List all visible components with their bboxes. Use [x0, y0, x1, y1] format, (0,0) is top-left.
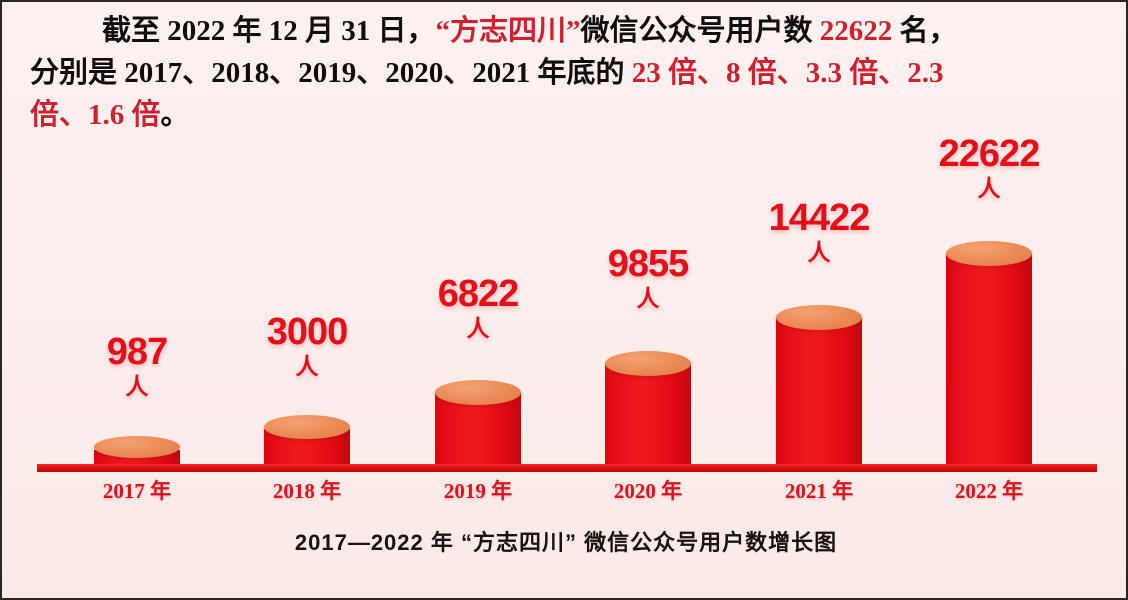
bar-chart: 987 人 3000 人 6822 人: [2, 134, 1126, 503]
axis-label-2018: 2018 年: [272, 479, 342, 503]
bar-top-ellipse-2020: [605, 351, 691, 376]
headline-line1-segment-2: 微信公众号用户数: [580, 15, 820, 47]
bar-value-number-2022: 22622: [938, 133, 1041, 175]
headline-line1-segment-1: 截至 2022 年 12 月 31 日，: [102, 15, 436, 47]
bar-top-ellipse-2019: [435, 380, 521, 405]
bar-slot-2021[interactable]: 14422 人: [739, 172, 899, 464]
axis-label-2020: 2020 年: [613, 479, 683, 503]
bar-cylinder-2022[interactable]: [946, 241, 1032, 464]
bar-slot-2020[interactable]: 9855 人: [568, 172, 728, 464]
bar-value-2020: 9855 人: [568, 244, 728, 314]
bar-slot-2017[interactable]: 987 人: [57, 172, 217, 464]
bar-top-ellipse-2017: [94, 436, 180, 458]
axis-label-2021: 2021 年: [784, 479, 854, 503]
bar-value-unit-2019: 人: [466, 316, 490, 341]
bar-top-ellipse-2022: [946, 241, 1032, 266]
bar-cylinder-2019[interactable]: [435, 380, 521, 464]
bar-body-2021: [776, 318, 862, 464]
bar-cylinder-2018[interactable]: [264, 415, 350, 464]
bar-body-2020: [605, 364, 691, 464]
headline-line2-segment-1: 分别是 2017、2018、2019、2020、2021 年底的: [30, 57, 632, 89]
bar-value-number-2021: 14422: [768, 197, 871, 239]
headline-line1-segment-3: 名，: [892, 15, 958, 47]
headline-line-2: 分别是 2017、2018、2019、2020、2021 年底的 23 倍、8 …: [30, 52, 1104, 94]
headline-line3-period: 。: [160, 99, 190, 131]
bar-slot-2022[interactable]: 22622 人: [909, 134, 1069, 464]
bar-value-number-2019: 6822: [437, 273, 520, 315]
axis-label-2017: 2017 年: [102, 479, 172, 503]
bar-value-number-2018: 3000: [266, 311, 349, 353]
bar-cylinder-2020[interactable]: [605, 351, 691, 464]
bar-body-2022: [946, 254, 1032, 464]
bar-value-2021: 14422 人: [739, 198, 899, 268]
bar-value-unit-2022: 人: [977, 176, 1001, 201]
bar-cylinder-2017[interactable]: [94, 436, 180, 464]
axis-label-2019: 2019 年: [443, 479, 513, 503]
headline-line-3: 倍、1.6 倍。: [30, 94, 1104, 136]
bar-value-number-2017: 987: [106, 331, 168, 373]
headline-line3-highlight-multiples: 倍、1.6 倍: [30, 99, 161, 131]
bar-top-ellipse-2018: [264, 415, 350, 439]
bar-value-2019: 6822 人: [398, 274, 558, 344]
bar-value-2018: 3000 人: [227, 312, 387, 382]
bar-value-number-2020: 9855: [607, 243, 690, 285]
bar-top-ellipse-2021: [776, 305, 862, 330]
chart-caption: 2017—2022 年 “方志四川” 微信公众号用户数增长图: [294, 530, 838, 555]
bar-cylinder-2021[interactable]: [776, 305, 862, 464]
headline-line2-highlight-multiples: 23 倍、8 倍、3.3 倍、2.3: [631, 57, 944, 89]
bar-value-unit-2021: 人: [807, 240, 831, 265]
bar-value-unit-2018: 人: [295, 354, 319, 379]
bar-slot-2018[interactable]: 3000 人: [227, 172, 387, 464]
bar-slot-2019[interactable]: 6822 人: [398, 172, 558, 464]
headline-line-1: 截至 2022 年 12 月 31 日，“方志四川”微信公众号用户数 22622…: [30, 10, 1104, 52]
bar-value-unit-2020: 人: [636, 286, 660, 311]
bar-value-unit-2017: 人: [125, 374, 149, 399]
bar-value-2022: 22622 人: [909, 134, 1069, 204]
headline-line1-highlight-brand: “方志四川”: [435, 15, 581, 47]
headline-text: 截至 2022 年 12 月 31 日，“方志四川”微信公众号用户数 22622…: [30, 10, 1104, 136]
bar-value-2017: 987 人: [57, 332, 217, 402]
chart-baseline: [37, 464, 1097, 472]
headline-line1-highlight-number: 22622: [819, 15, 893, 47]
axis-label-2022: 2022 年: [954, 479, 1024, 503]
